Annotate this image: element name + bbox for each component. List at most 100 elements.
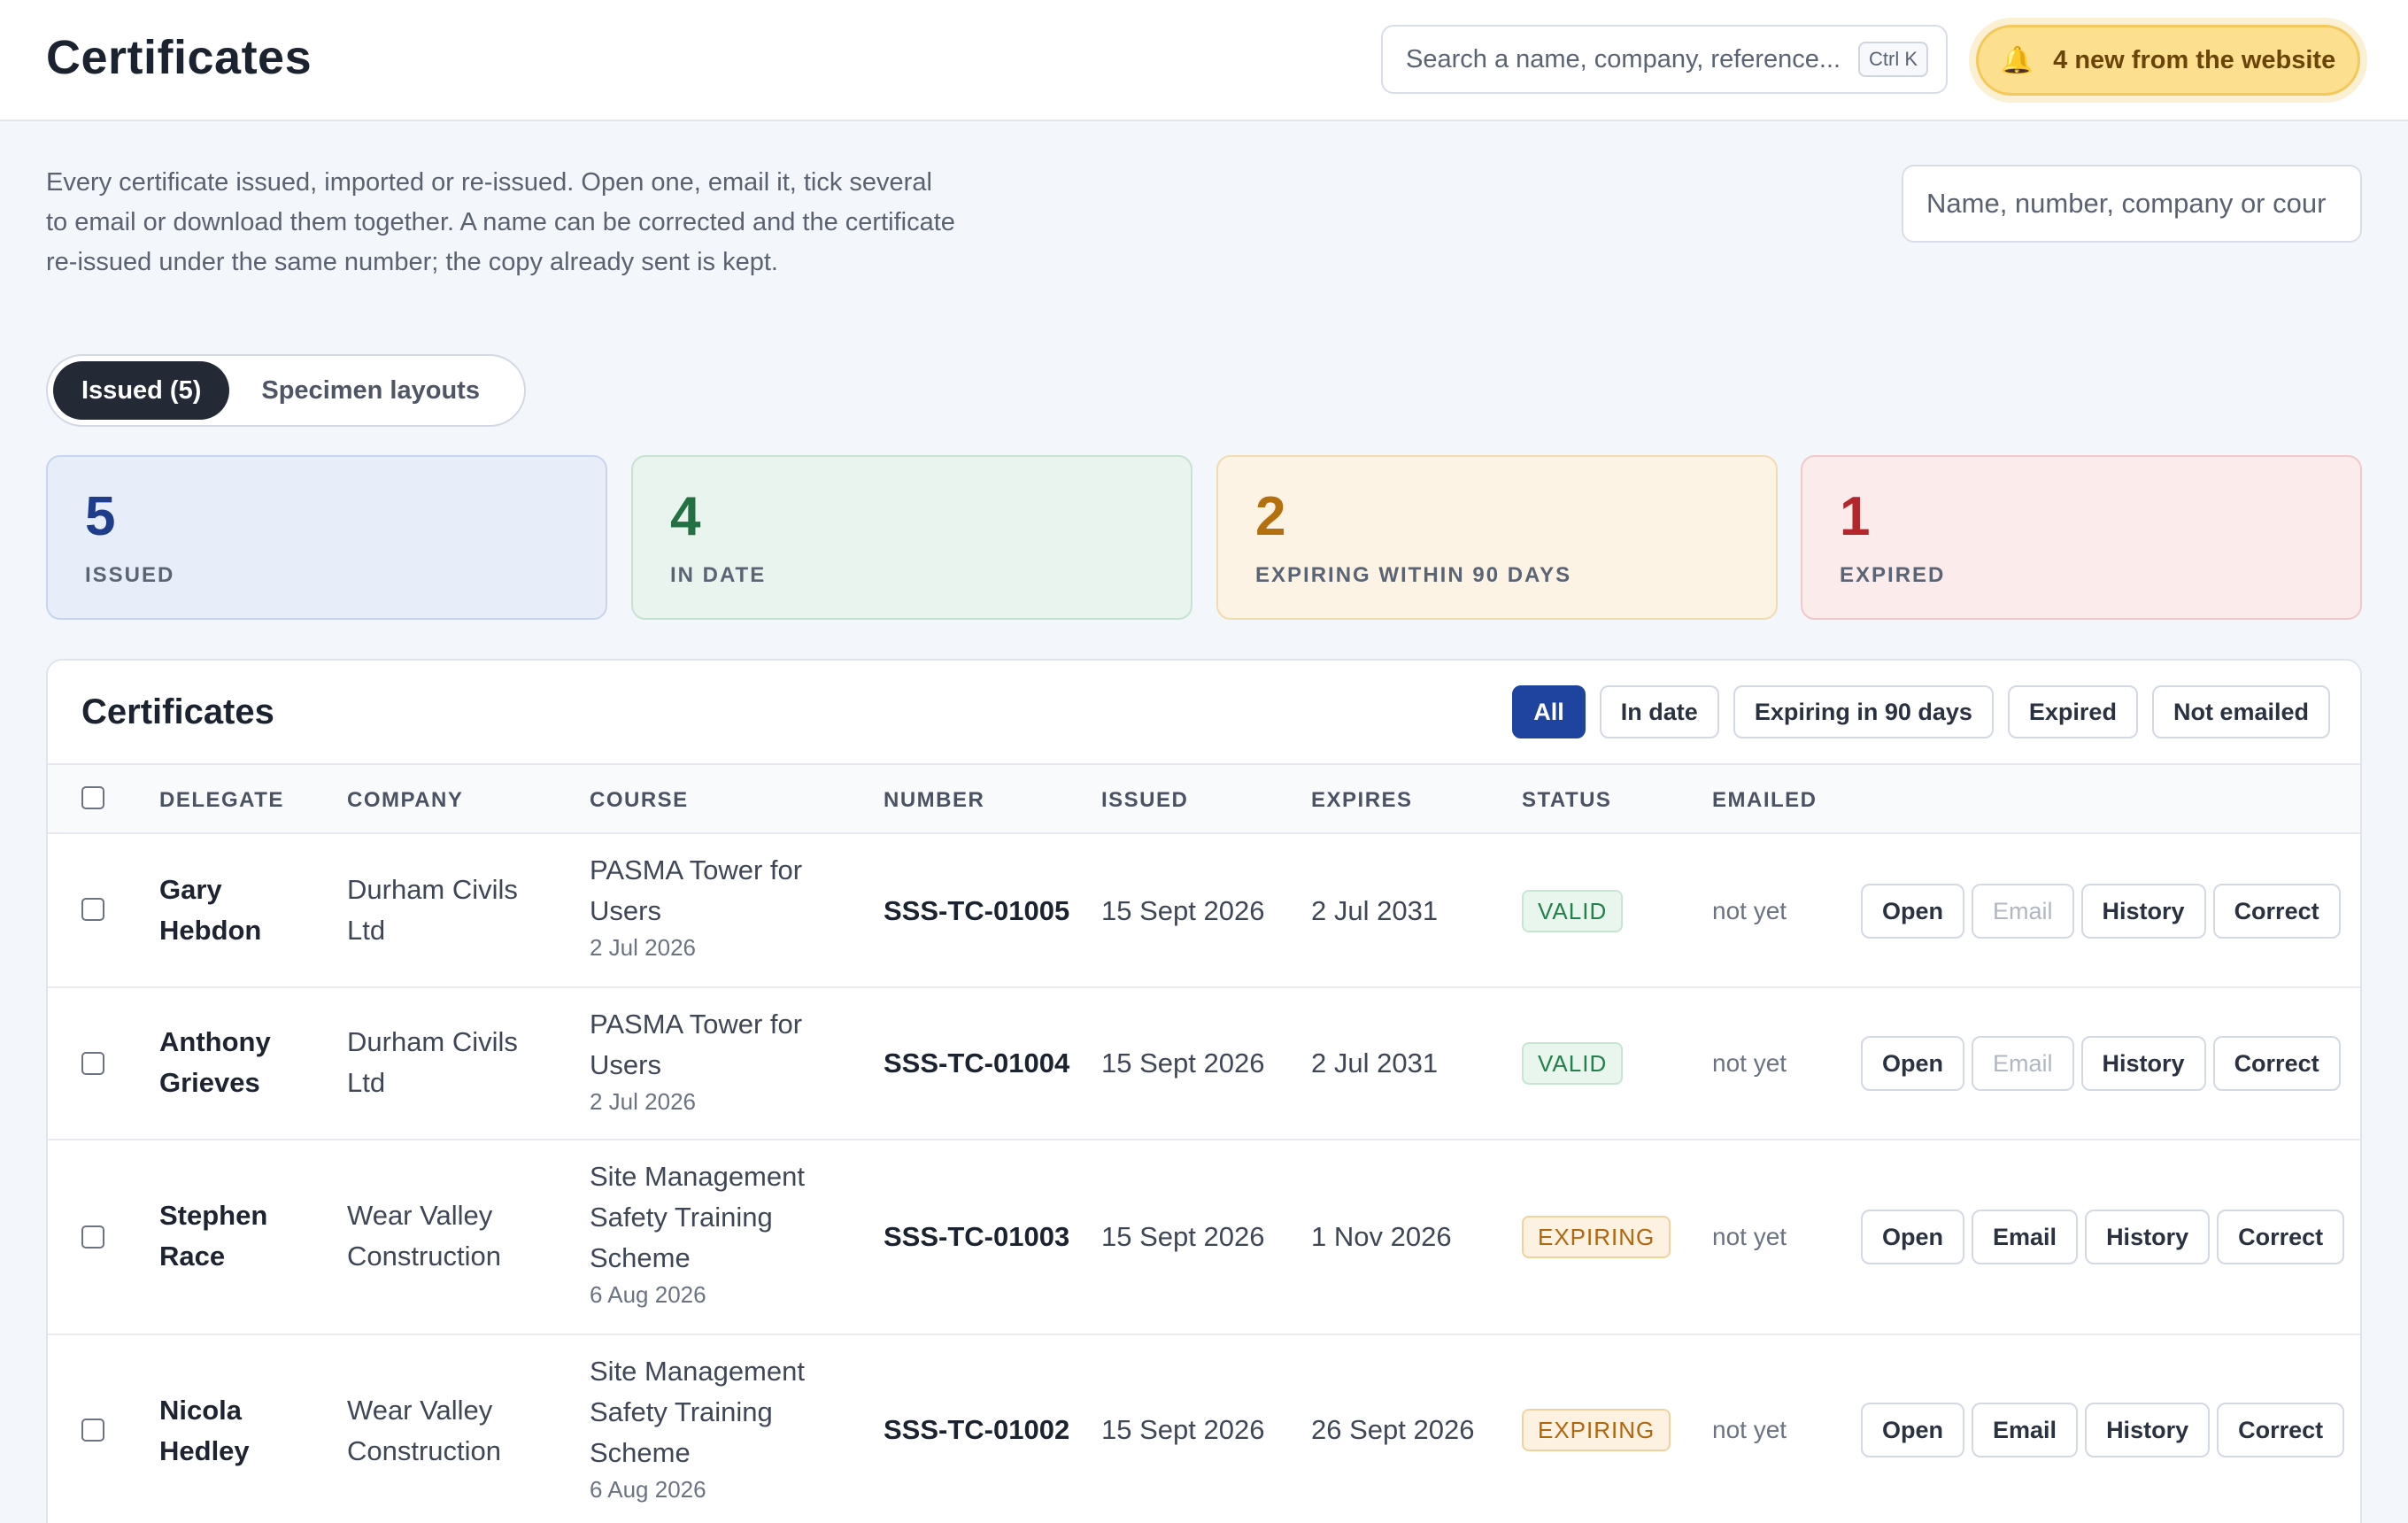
stat-label: EXPIRED: [1840, 563, 1946, 587]
row-checkbox[interactable]: [81, 898, 104, 921]
filter-expiring[interactable]: Expiring in 90 days: [1733, 685, 1994, 738]
course-cell: PASMA Tower for Users 2 Jul 2026: [590, 1004, 837, 1117]
filter-in-date[interactable]: In date: [1599, 685, 1719, 738]
emailed-status: not yet: [1712, 1416, 1787, 1443]
col-status: STATUS: [1522, 788, 1612, 812]
stat-value: 5: [85, 486, 116, 547]
stat-label: IN DATE: [670, 563, 767, 587]
course-name: Site Management Safety Training Scheme: [590, 1161, 805, 1273]
issued-date: 15 Sept 2026: [1101, 1048, 1265, 1078]
certificate-number: SSS-TC-01003: [884, 1221, 1070, 1252]
stat-value: 1: [1840, 486, 1871, 547]
certificate-filter-input[interactable]: Name, number, company or cour: [1902, 165, 2362, 243]
course-name: PASMA Tower for Users: [590, 1009, 803, 1080]
company-name: Durham Civils Ltd: [347, 1026, 518, 1098]
new-from-website-button[interactable]: 🔔 4 new from the website: [1976, 25, 2360, 96]
col-emailed: EMAILED: [1712, 788, 1818, 812]
tab-specimen-layouts[interactable]: Specimen layouts: [261, 375, 480, 405]
bell-icon: 🔔: [2000, 45, 2034, 75]
course-date: 2 Jul 2026: [590, 934, 696, 961]
stat-card-issued: 5 ISSUED: [46, 455, 607, 620]
history-button[interactable]: History: [2085, 1403, 2211, 1457]
status-badge: EXPIRING: [1522, 1409, 1671, 1451]
table-row: Gary Hebdon Durham Civils Ltd PASMA Towe…: [48, 834, 2360, 988]
course-cell: PASMA Tower for Users 2 Jul 2026: [590, 850, 837, 963]
course-name: PASMA Tower for Users: [590, 854, 803, 926]
status-filter-chips: All In date Expiring in 90 days Expired …: [1512, 685, 2330, 738]
email-button[interactable]: Email: [1972, 884, 2074, 939]
email-button[interactable]: Email: [1972, 1210, 2079, 1264]
table-row: Anthony Grieves Durham Civils Ltd PASMA …: [48, 988, 2360, 1140]
filter-expired[interactable]: Expired: [2007, 685, 2138, 738]
new-from-website-label: 4 new from the website: [2053, 45, 2336, 74]
stat-value: 2: [1255, 486, 1286, 547]
intro-text: Every certificate issued, imported or re…: [46, 168, 955, 276]
company-name: Wear Valley Construction: [347, 1200, 502, 1272]
table-header: DELEGATE COMPANY COURSE NUMBER ISSUED EX…: [48, 763, 2360, 834]
expiry-date: 1 Nov 2026: [1311, 1221, 1452, 1252]
col-issued: ISSUED: [1101, 788, 1189, 812]
certificates-panel: Certificates All In date Expiring in 90 …: [46, 659, 2362, 1523]
course-cell: Site Management Safety Training Scheme 6…: [590, 1156, 837, 1310]
course-date: 6 Aug 2026: [590, 1281, 706, 1308]
row-actions: Open Email History Correct: [1861, 884, 2341, 939]
open-button[interactable]: Open: [1861, 1036, 1965, 1091]
stat-card-in-date: 4 IN DATE: [631, 455, 1192, 620]
select-all-checkbox[interactable]: [81, 786, 104, 809]
expiry-date: 26 Sept 2026: [1311, 1414, 1475, 1445]
email-button[interactable]: Email: [1972, 1036, 2074, 1091]
col-course: COURSE: [590, 788, 689, 812]
certificate-number: SSS-TC-01004: [884, 1048, 1070, 1078]
correct-button[interactable]: Correct: [2217, 1210, 2345, 1264]
course-cell: Site Management Safety Training Scheme 6…: [590, 1351, 837, 1505]
col-company: COMPANY: [347, 788, 464, 812]
global-search-input[interactable]: Search a name, company, reference... Ctr…: [1381, 25, 1948, 94]
history-button[interactable]: History: [2080, 1036, 2206, 1091]
stat-value: 4: [670, 486, 701, 547]
col-delegate: DELEGATE: [159, 788, 284, 812]
table-row: Stephen Race Wear Valley Construction Si…: [48, 1140, 2360, 1335]
delegate-name: Anthony Grieves: [159, 1026, 271, 1098]
row-checkbox[interactable]: [81, 1052, 104, 1075]
table-row: Nicola Hedley Wear Valley Construction S…: [48, 1335, 2360, 1523]
email-button[interactable]: Email: [1972, 1403, 2079, 1457]
global-search-placeholder: Search a name, company, reference...: [1406, 44, 1841, 73]
emailed-status: not yet: [1712, 1049, 1787, 1077]
open-button[interactable]: Open: [1861, 884, 1965, 939]
top-bar: Certificates Search a name, company, ref…: [0, 0, 2408, 121]
open-button[interactable]: Open: [1861, 1210, 1965, 1264]
correct-button[interactable]: Correct: [2217, 1403, 2345, 1457]
certificate-number: SSS-TC-01005: [884, 895, 1070, 926]
correct-button[interactable]: Correct: [2212, 884, 2341, 939]
filter-not-emailed[interactable]: Not emailed: [2151, 685, 2330, 738]
emailed-status: not yet: [1712, 897, 1787, 924]
course-date: 6 Aug 2026: [590, 1476, 706, 1503]
correct-button[interactable]: Correct: [2212, 1036, 2341, 1091]
search-shortcut-hint: Ctrl K: [1858, 42, 1928, 77]
status-badge: VALID: [1522, 1042, 1624, 1085]
row-actions: Open Email History Correct: [1861, 1036, 2341, 1091]
certificate-filter-placeholder: Name, number, company or cour: [1926, 188, 2327, 219]
status-badge: EXPIRING: [1522, 1216, 1671, 1258]
stat-label: ISSUED: [85, 563, 175, 587]
open-button[interactable]: Open: [1861, 1403, 1965, 1457]
delegate-name: Nicola Hedley: [159, 1395, 250, 1466]
row-checkbox[interactable]: [81, 1225, 104, 1249]
row-checkbox[interactable]: [81, 1419, 104, 1442]
expiry-date: 2 Jul 2031: [1311, 895, 1439, 926]
course-name: Site Management Safety Training Scheme: [590, 1356, 805, 1468]
certificate-number: SSS-TC-01002: [884, 1414, 1070, 1445]
history-button[interactable]: History: [2085, 1210, 2211, 1264]
history-button[interactable]: History: [2080, 884, 2206, 939]
col-number: NUMBER: [884, 788, 985, 812]
stat-card-expiring: 2 EXPIRING WITHIN 90 DAYS: [1216, 455, 1778, 620]
emailed-status: not yet: [1712, 1223, 1787, 1250]
status-badge: VALID: [1522, 890, 1624, 932]
row-actions: Open Email History Correct: [1861, 1210, 2345, 1264]
stat-card-expired: 1 EXPIRED: [1801, 455, 2362, 620]
tab-issued[interactable]: Issued (5): [53, 361, 230, 420]
issued-date: 15 Sept 2026: [1101, 1414, 1265, 1445]
company-name: Durham Civils Ltd: [347, 874, 518, 946]
filter-all[interactable]: All: [1512, 685, 1586, 738]
col-expires: EXPIRES: [1311, 788, 1413, 812]
